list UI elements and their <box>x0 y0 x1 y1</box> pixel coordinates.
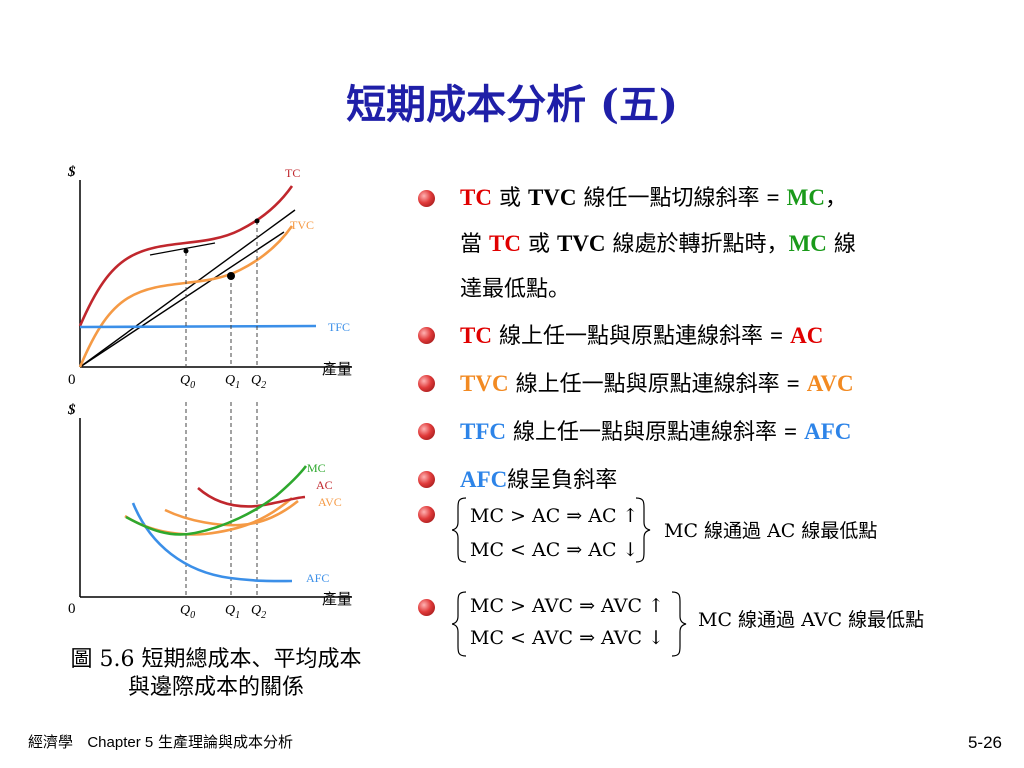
page-title: 短期成本分析 (五) <box>346 81 678 128</box>
ray-to-avc-min <box>79 231 285 368</box>
right-brace <box>635 497 651 563</box>
tfc-label: TFC <box>328 320 350 334</box>
afc-label: AFC <box>306 571 329 585</box>
mc-label: MC <box>307 461 326 475</box>
top-x-axis-label: 產量 <box>322 360 352 378</box>
caption-line-2: 與邊際成本的關係 <box>127 675 304 700</box>
cost-curves-figure: $ 0 產量 TC TVC TFC Q0 Q1 Q2 $ 0 產量 MC AC … <box>67 164 352 621</box>
bottom-origin-label: 0 <box>68 601 76 617</box>
bullet-afc-slope: AFC線呈負斜率 <box>418 456 978 504</box>
ac-curve-red <box>197 487 306 508</box>
bullet-icon <box>418 423 435 440</box>
mc-ac-line2: MC < AC ⇒ AC ↓ <box>470 539 638 561</box>
bullet-tc-ac: TC 線上任一點與原點連線斜率 = AC <box>418 312 978 360</box>
top-y-axis-label: $ <box>67 164 76 180</box>
bullet-icon <box>418 471 435 488</box>
q1-label-top: Q1 <box>225 373 240 391</box>
top-origin-label: 0 <box>68 372 76 388</box>
q0-label-top: Q0 <box>180 373 195 391</box>
bottom-x-axis-label: 產量 <box>322 590 352 608</box>
figure-caption: 圖 5.6 短期總成本、平均成本 與邊際成本的關係 <box>30 646 402 702</box>
tc-curve <box>78 185 294 327</box>
right-brace <box>671 591 687 657</box>
q0-label-bottom: Q0 <box>180 603 195 621</box>
mc-ac-relation: MC > AC ⇒ AC ↑ MC < AC ⇒ AC ↓ MC 線通過 AC … <box>452 497 877 563</box>
page-number: 5-26 <box>967 733 1002 752</box>
bullet-icon <box>418 506 435 523</box>
ac-curve <box>164 499 299 527</box>
left-brace <box>452 497 467 563</box>
mc-ac-line1: MC > AC ⇒ AC ↑ <box>470 505 638 527</box>
bullet-icon <box>418 375 435 392</box>
bullet-list: TC 或 TVC 線任一點切線斜率 = MC， 當 TC 或 TVC 線處於轉折… <box>418 175 978 504</box>
caption-line-1: 圖 5.6 短期總成本、平均成本 <box>70 647 362 672</box>
footer-book-info: 經濟學 Chapter 5 生產理論與成本分析 <box>28 731 293 752</box>
ray-to-ac-min <box>79 209 296 368</box>
tfc-line <box>79 324 317 329</box>
tc-inflection-tangent <box>149 242 216 256</box>
tvc-tangent-point <box>227 272 235 280</box>
afc-curve <box>131 502 293 583</box>
bullet-icon <box>418 327 435 344</box>
mc-avc-result: MC 線通過 AVC 線最低點 <box>698 609 924 631</box>
tvc-curve <box>78 225 294 368</box>
left-brace <box>452 591 467 657</box>
tc-inflection-point <box>183 248 189 254</box>
bullet-icon <box>418 599 435 616</box>
q2-label-top: Q2 <box>251 373 266 391</box>
footer-book: 經濟學 <box>28 733 74 751</box>
ac-label: AC <box>316 478 333 492</box>
bullet-tvc-avc: TVC 線上任一點與原點連線斜率 = AVC <box>418 360 978 408</box>
mc-curve <box>125 465 308 536</box>
mc-avc-relation: MC > AVC ⇒ AVC ↑ MC < AVC ⇒ AVC ↓ MC 線通過… <box>452 591 924 657</box>
q1-label-bottom: Q1 <box>225 603 240 621</box>
bullet-tc-tvc-slope: TC 或 TVC 線任一點切線斜率 = MC， 當 TC 或 TVC 線處於轉折… <box>418 175 978 312</box>
avc-label: AVC <box>318 495 342 509</box>
q2-label-bottom: Q2 <box>251 603 266 621</box>
mc-avc-line2: MC < AVC ⇒ AVC ↓ <box>470 627 664 649</box>
bullet-tfc-afc: TFC 線上任一點與原點連線斜率 = AFC <box>418 408 978 456</box>
mc-ac-result: MC 線通過 AC 線最低點 <box>664 520 877 542</box>
bullet-icon <box>418 190 435 207</box>
tc-tangent-point <box>254 218 260 224</box>
tvc-label: TVC <box>290 218 314 232</box>
footer-chapter: Chapter 5 <box>87 734 154 751</box>
footer-chapter-title: 生產理論與成本分析 <box>157 733 293 751</box>
tc-label: TC <box>285 166 300 180</box>
mc-avc-line1: MC > AVC ⇒ AVC ↑ <box>470 595 664 617</box>
bottom-y-axis-label: $ <box>67 402 76 418</box>
